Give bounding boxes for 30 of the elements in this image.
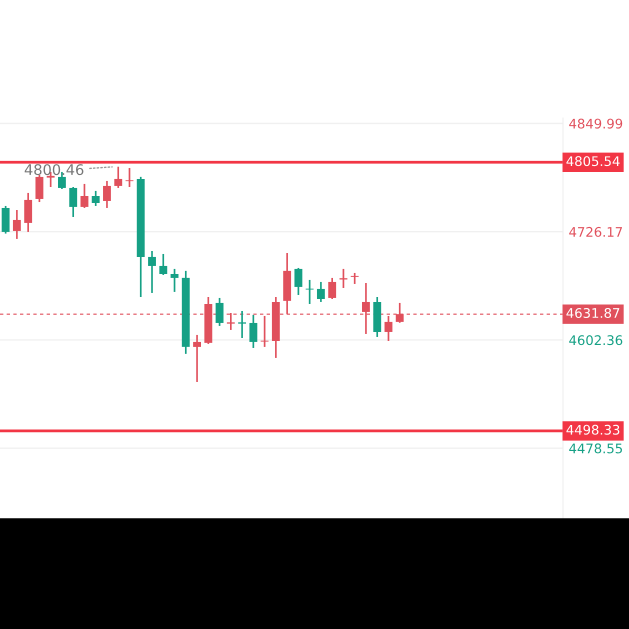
y-tick-label: 4478.55 [569, 443, 622, 454]
annotation: 4800.46 [24, 164, 84, 176]
ref-line-label: 4631.87 [566, 308, 620, 318]
candlestick [306, 279, 314, 305]
y-tick-label: 4602.36 [569, 335, 622, 346]
candlestick [69, 186, 78, 218]
candlestick [170, 268, 178, 293]
candlestick [148, 250, 156, 294]
candlestick [294, 267, 302, 296]
candlestick [328, 277, 336, 300]
candlestick [316, 281, 325, 303]
candlestick [249, 314, 258, 349]
candlestick [350, 272, 359, 285]
candlestick [103, 180, 111, 209]
candlestick [159, 253, 168, 276]
candlestick [35, 174, 44, 203]
ref-line-label: 4498.33 [566, 424, 620, 435]
y-tick-label: 4849.99 [569, 118, 622, 129]
candlestick [260, 315, 269, 348]
candlestick [12, 209, 21, 240]
candlestick [193, 334, 201, 383]
candlestick [216, 297, 224, 327]
candlestick [114, 166, 122, 189]
candlestick [2, 205, 10, 234]
candlestick [92, 190, 100, 207]
y-tick-label: 4726.17 [569, 226, 622, 237]
candlestick [24, 192, 32, 233]
candlestick [80, 183, 88, 209]
candlestick [339, 268, 348, 289]
ref-line-label: 4805.54 [566, 156, 620, 166]
